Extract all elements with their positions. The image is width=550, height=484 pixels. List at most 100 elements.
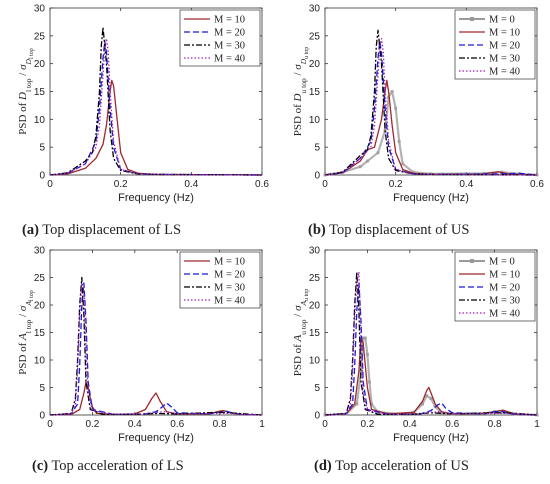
- y-tick-label: 5: [314, 383, 320, 394]
- series-point-M0: [390, 90, 394, 93]
- y-axis-label-part: σ: [292, 305, 304, 311]
- legend-entry: M = 30: [214, 283, 245, 294]
- y-axis-label: PSD of Al top / σAl top: [17, 290, 35, 375]
- series-point-M0: [394, 106, 398, 110]
- y-axis-label-part: D: [292, 93, 304, 102]
- panel-caption: (b) Top displacement of US: [308, 222, 469, 238]
- y-tick-label: 15: [309, 87, 321, 98]
- x-tick-label: 0.6: [445, 419, 459, 430]
- panel-caption: (d) Top acceleration of US: [314, 458, 469, 474]
- x-tick-label: 0.2: [114, 179, 128, 190]
- series-line-M40: [324, 271, 538, 416]
- series-point-M0: [376, 151, 380, 155]
- caption-letter: (c): [32, 458, 48, 474]
- legend-entry: M = 20: [214, 270, 245, 281]
- series-point-M0: [361, 336, 365, 340]
- series-line-M40: [324, 37, 538, 176]
- x-tick-label: 0.6: [530, 179, 544, 190]
- x-tick-label: 0.2: [389, 179, 403, 190]
- y-axis-label-part: l top: [24, 78, 33, 92]
- panel-caption: (a) Top displacement of LS: [22, 222, 181, 238]
- y-axis-label: PSD of Dl top / σDl top: [17, 48, 35, 135]
- series-point-M0: [355, 402, 359, 406]
- legend-entry: M = 40: [489, 309, 520, 320]
- y-tick-label: 30: [34, 246, 46, 257]
- x-tick-label: 0.8: [488, 419, 502, 430]
- legend-entry: M = 30: [489, 296, 520, 307]
- series-point-M0: [383, 128, 387, 132]
- x-tick-label: 0.4: [459, 179, 473, 190]
- y-axis-label-part: u top: [299, 78, 308, 93]
- y-tick-label: 10: [309, 356, 321, 367]
- series-point-M0: [401, 162, 405, 166]
- y-tick-label: 20: [309, 59, 321, 70]
- y-axis-label: PSD of Du top / σDu top: [292, 47, 310, 137]
- y-axis-label-part: σ: [17, 64, 29, 70]
- legend-entry: M = 30: [214, 41, 245, 52]
- y-tick-label: 10: [309, 115, 321, 126]
- caption-text: Top acceleration of US: [332, 458, 469, 474]
- series-line-M20: [324, 282, 538, 416]
- x-axis-label: Frequency (Hz): [393, 432, 469, 444]
- y-axis-label-part: A: [292, 334, 304, 342]
- y-tick-label: 0: [39, 411, 45, 422]
- x-tick-label: 0.6: [255, 179, 269, 190]
- y-axis-label-part: σ: [292, 64, 304, 70]
- legend-entry: M = 20: [489, 41, 520, 52]
- x-axis-label: Frequency (Hz): [118, 192, 194, 204]
- y-axis-label-part: /: [292, 70, 304, 79]
- x-tick-label: 1: [259, 419, 265, 430]
- y-axis-label-part: D: [24, 58, 33, 65]
- y-tick-label: 5: [39, 143, 45, 154]
- y-axis-label-part: D: [299, 58, 308, 65]
- legend-entry: M = 10: [214, 15, 245, 26]
- caption-letter: (b): [308, 222, 326, 238]
- x-tick-label: 0.2: [360, 419, 374, 430]
- series-point-M0: [363, 336, 367, 340]
- legend-entry: M = 40: [214, 296, 245, 307]
- caption-text: Top acceleration of LS: [48, 458, 184, 474]
- y-tick-label: 25: [309, 31, 321, 42]
- y-axis-label-part: u top: [304, 289, 310, 301]
- y-axis-label-part: l top: [29, 290, 35, 301]
- y-tick-label: 25: [34, 273, 46, 284]
- y-axis-label-part: u top: [304, 47, 310, 59]
- y-axis-label-part: A: [299, 300, 308, 306]
- y-tick-label: 20: [34, 301, 46, 312]
- x-tick-label: 0.4: [128, 419, 142, 430]
- x-tick-label: 0.2: [85, 419, 99, 430]
- panel-b: 0 0.2 0.4 0.6 0 5 10 15 20 25 30 Frequency (Hz) PSD …: [292, 4, 544, 239]
- legend: M = 0 M = 10 M = 20 M = 30 M = 40: [454, 251, 536, 322]
- y-tick-label: 5: [39, 383, 45, 394]
- series-point-M0: [358, 165, 362, 169]
- y-axis-label-part: /: [17, 311, 29, 320]
- series-line-M0: [324, 90, 538, 177]
- series-point-M0: [370, 402, 374, 406]
- x-tick-label: 0.6: [170, 419, 184, 430]
- x-tick-label: 0.4: [184, 179, 198, 190]
- caption-text: Top displacement of US: [326, 222, 470, 238]
- x-tick-label: 0.4: [403, 419, 417, 430]
- series-point-M0: [359, 369, 363, 373]
- y-tick-label: 0: [39, 171, 45, 182]
- y-tick-label: 15: [34, 87, 46, 98]
- legend-marker-M0: [470, 17, 474, 21]
- y-tick-label: 15: [309, 328, 321, 339]
- legend-entry: M = 0: [489, 257, 515, 268]
- y-tick-label: 30: [34, 4, 46, 15]
- y-tick-label: 25: [309, 273, 321, 284]
- caption-letter: (d): [314, 458, 332, 474]
- legend-entry: M = 10: [214, 257, 245, 268]
- caption-letter: (a): [22, 222, 39, 238]
- x-tick-label: 0: [322, 419, 328, 430]
- series-line-M20: [49, 282, 263, 416]
- legend-entry: M = 20: [214, 28, 245, 39]
- y-axis-label-part: u top: [299, 319, 308, 334]
- y-axis-label-part: A: [24, 301, 33, 307]
- y-tick-label: 20: [309, 301, 321, 312]
- x-tick-label: 0: [322, 179, 328, 190]
- y-axis-label-part: PSD of: [292, 341, 304, 376]
- y-tick-label: 0: [314, 411, 320, 422]
